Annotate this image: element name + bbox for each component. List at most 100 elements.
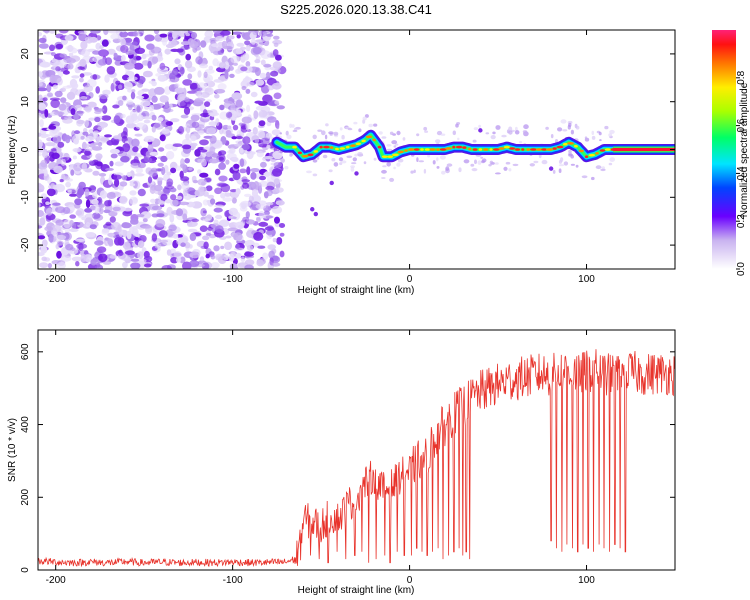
noise-cell xyxy=(149,104,154,112)
noise-cell xyxy=(153,30,160,35)
ridge-hotspot xyxy=(509,147,516,150)
noise-cell xyxy=(275,187,284,193)
noise-cell xyxy=(103,30,109,36)
noise-cell xyxy=(170,118,180,123)
noise-cell xyxy=(273,35,280,40)
noise-cell xyxy=(254,100,263,104)
noise-cell xyxy=(110,153,118,159)
noise-cell xyxy=(209,146,216,154)
noise-cell xyxy=(236,34,241,39)
ridge-hotspot xyxy=(345,145,350,149)
noise-cell xyxy=(235,243,240,249)
snr-panel: -200 -100 0 100 0 200 400 600 Height of straig… xyxy=(7,329,676,596)
noise-cell xyxy=(190,135,197,142)
noise-cell xyxy=(126,42,134,46)
noise-cell xyxy=(157,74,167,82)
noise-cell xyxy=(38,202,41,208)
noise-cell xyxy=(201,262,210,269)
noise-cell xyxy=(65,57,76,64)
noise-cell xyxy=(254,67,261,77)
noise-cell xyxy=(166,249,172,256)
ridge-hotspot xyxy=(350,144,356,147)
noise-cell xyxy=(227,227,239,232)
noise-cell xyxy=(200,159,207,167)
noise-cell xyxy=(373,157,377,161)
noise-cell xyxy=(168,224,177,231)
noise-cell xyxy=(38,152,42,157)
noise-cell xyxy=(38,37,47,44)
noise-cell xyxy=(220,192,226,199)
noise-cell xyxy=(42,97,48,102)
noise-cell xyxy=(455,123,459,128)
noise-cell xyxy=(215,214,223,220)
noise-cell xyxy=(48,125,57,130)
noise-cell xyxy=(441,170,446,175)
noise-cell xyxy=(224,61,230,70)
noise-cell xyxy=(109,160,114,167)
noise-cell xyxy=(183,188,188,197)
noise-cell xyxy=(190,32,198,39)
noise-cell xyxy=(189,82,198,90)
noise-cell xyxy=(150,185,157,191)
noise-cell xyxy=(113,115,121,124)
noise-cell xyxy=(235,188,241,195)
noise-cell xyxy=(75,210,83,216)
noise-cell xyxy=(159,33,168,38)
noise-cell xyxy=(214,89,226,94)
noise-cell xyxy=(563,161,569,166)
noise-cell xyxy=(278,223,286,228)
noise-cell xyxy=(231,31,243,35)
noise-cell xyxy=(91,142,100,146)
noise-cell xyxy=(519,140,523,144)
noise-cell xyxy=(242,216,250,223)
noise-cell xyxy=(265,185,275,191)
noise-cell xyxy=(205,151,212,157)
noise-cell xyxy=(161,128,170,134)
noise-cell xyxy=(252,46,262,55)
ridge-hotspot xyxy=(604,148,611,151)
noise-cell xyxy=(99,45,104,50)
noise-cell xyxy=(79,58,87,67)
noise-cell xyxy=(473,127,479,131)
noise-cell xyxy=(160,193,168,202)
noise-cell xyxy=(245,211,250,219)
noise-cell xyxy=(47,263,53,269)
colorbar-tick-label: 0.8 xyxy=(736,70,747,84)
noise-cell xyxy=(328,169,333,173)
spectrogram-y-ticks: -20 -10 0 10 20 xyxy=(20,48,675,252)
noise-cell xyxy=(119,195,128,205)
spectrogram-x-axis-label: Height of straight line (km) xyxy=(298,285,415,296)
noise-cell xyxy=(321,130,326,136)
noise-cell xyxy=(188,167,193,171)
noise-cell xyxy=(162,38,167,46)
noise-cell xyxy=(182,213,188,221)
noise-cell xyxy=(266,144,271,149)
noise-cell xyxy=(246,244,254,251)
noise-cell xyxy=(265,202,274,206)
noise-cell xyxy=(69,193,78,197)
noise-cell xyxy=(205,185,213,192)
noise-cell xyxy=(121,55,126,62)
noise-cell xyxy=(74,130,80,135)
ridge-hotspot xyxy=(420,148,424,151)
noise-cell xyxy=(276,237,283,245)
noise-cell xyxy=(52,202,61,206)
noise-cell xyxy=(126,171,132,178)
noise-cell xyxy=(262,252,269,260)
spectrogram-y-axis-label: Frequency (Hz) xyxy=(7,116,18,185)
noise-cell xyxy=(38,235,46,240)
noise-cell xyxy=(389,131,394,135)
ridge-hotspot xyxy=(323,145,330,149)
noise-cell xyxy=(474,159,477,165)
spectrogram-y-tick-label: 0 xyxy=(20,146,31,152)
noise-cell xyxy=(185,53,191,61)
noise-cell xyxy=(137,251,144,259)
noise-cell xyxy=(256,150,264,158)
noise-cell xyxy=(69,214,76,219)
noise-cell xyxy=(494,172,501,175)
ridge-hotspot xyxy=(392,153,399,157)
noise-cell xyxy=(137,114,144,122)
noise-cell xyxy=(267,244,277,251)
noise-cell xyxy=(266,33,274,37)
noise-cell xyxy=(346,155,353,159)
